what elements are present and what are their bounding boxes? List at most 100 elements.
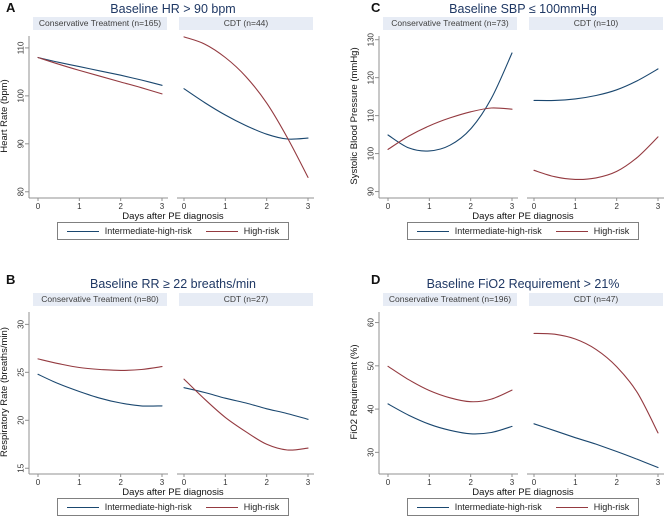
subpanel-header-conservative: Conservative Treatment (n=196) <box>383 293 517 306</box>
panel-letter-c: C <box>371 0 381 15</box>
panel-d: D Baseline FiO2 Requirement > 21% Conser… <box>335 265 669 529</box>
legend: Intermediate-high-risk High-risk <box>56 222 290 240</box>
y-tick-label: 30 <box>367 447 376 456</box>
x-tick-label: 2 <box>614 202 619 211</box>
y-tick-label: 30 <box>17 319 26 328</box>
plot-area: 15 20 25 30 Respiratory Rate (breaths/min) 0 1… <box>0 312 314 498</box>
x-tick-label: 3 <box>510 202 515 211</box>
subpanel-header-conservative: Conservative Treatment (n=80) <box>33 293 167 306</box>
legend-line-swatch-intermediate <box>66 506 99 508</box>
legend-line-swatch-intermediate <box>66 230 99 232</box>
legend-entry: High-risk <box>205 226 279 236</box>
legend-line-swatch-high <box>205 506 238 508</box>
x-tick-label: 0 <box>386 478 391 487</box>
legend-line-swatch-high <box>555 230 588 232</box>
y-tick-label: 130 <box>367 32 376 46</box>
panel-letter-a: A <box>6 0 16 15</box>
x-tick-label: 1 <box>427 478 432 487</box>
x-tick-label: 2 <box>118 478 123 487</box>
y-tick-label: 110 <box>367 109 376 122</box>
y-tick-label: 20 <box>17 415 26 424</box>
subpanel-header-conservative: Conservative Treatment (n=73) <box>383 17 517 30</box>
x-tick-label: 3 <box>160 202 165 211</box>
x-tick-label: 1 <box>573 478 578 487</box>
legend-wrap: Intermediate-high-risk High-risk <box>33 222 313 240</box>
legend-entry: Intermediate-high-risk <box>416 226 542 236</box>
legend-label: Intermediate-high-risk <box>454 502 542 512</box>
series-line-high-risk <box>387 107 513 150</box>
subpanel-headers: Conservative Treatment (n=80) CDT (n=27) <box>33 293 313 306</box>
legend-entry: Intermediate-high-risk <box>66 226 192 236</box>
y-axis-title: FiO2 Requirement (%) <box>349 344 360 439</box>
panel-letter-d: D <box>371 272 381 287</box>
panel-letter-b: B <box>6 272 16 287</box>
y-tick-label: 40 <box>367 404 376 413</box>
x-tick-label: 0 <box>182 202 187 211</box>
x-tick-label: 2 <box>264 478 269 487</box>
x-tick-label: 2 <box>264 202 269 211</box>
series-line-high-risk <box>533 332 659 434</box>
x-tick-label: 2 <box>118 202 123 211</box>
x-tick-label: 1 <box>573 202 578 211</box>
x-tick-label: 3 <box>656 202 661 211</box>
x-tick-label: 1 <box>223 202 228 211</box>
legend-label: Intermediate-high-risk <box>454 226 542 236</box>
panel-a: A Baseline HR > 90 bpm Conservative Trea… <box>0 0 334 264</box>
y-tick-label: 60 <box>367 318 376 327</box>
x-tick-label: 3 <box>510 478 515 487</box>
series-line-high-risk <box>387 365 513 403</box>
legend: Intermediate-high-risk High-risk <box>406 222 640 240</box>
y-tick-label: 25 <box>17 367 26 376</box>
legend: Intermediate-high-risk High-risk <box>406 498 640 516</box>
x-tick-label: 0 <box>532 202 537 211</box>
x-tick-label: 3 <box>306 478 311 487</box>
subpanel-header-cdt: CDT (n=10) <box>529 17 663 30</box>
series-line-intermediate-high-risk <box>183 88 309 140</box>
subpanel-header-cdt: CDT (n=44) <box>179 17 313 30</box>
x-tick-label: 0 <box>532 478 537 487</box>
series-line-intermediate-high-risk <box>183 387 309 420</box>
subpanel-headers: Conservative Treatment (n=165) CDT (n=44… <box>33 17 313 30</box>
y-tick-label: 90 <box>17 139 26 148</box>
x-axis-title: Days after PE diagnosis <box>122 211 224 222</box>
x-tick-label: 3 <box>160 478 165 487</box>
series-line-intermediate-high-risk <box>387 52 513 152</box>
x-axis-title: Days after PE diagnosis <box>472 211 574 222</box>
x-tick-label: 3 <box>656 478 661 487</box>
subpanel-header-conservative: Conservative Treatment (n=165) <box>33 17 167 30</box>
legend-entry: High-risk <box>555 502 630 512</box>
series-line-intermediate-high-risk <box>37 373 163 407</box>
y-tick-label: 90 <box>367 187 376 196</box>
x-axis-title: Days after PE diagnosis <box>122 487 224 498</box>
series-line-intermediate-high-risk <box>387 403 513 435</box>
series-line-high-risk <box>183 378 309 451</box>
legend-label: High-risk <box>593 502 630 512</box>
x-tick-label: 1 <box>223 478 228 487</box>
series-line-high-risk <box>533 136 659 180</box>
y-tick-label: 15 <box>17 463 26 472</box>
panel-title: Baseline HR > 90 bpm <box>110 2 236 16</box>
x-tick-label: 0 <box>36 202 41 211</box>
x-tick-label: 1 <box>77 202 82 211</box>
panel-title: Baseline SBP ≤ 100mmHg <box>449 2 597 16</box>
panel-title: Baseline FiO2 Requirement > 21% <box>426 277 620 291</box>
y-axis-title: Heart Rate (bpm) <box>0 79 10 152</box>
x-axis-title: Days after PE diagnosis <box>472 487 574 498</box>
legend-entry: High-risk <box>555 226 629 236</box>
y-axis-title: Respiratory Rate (breaths/min) <box>0 327 10 457</box>
subpanel-header-cdt: CDT (n=47) <box>529 293 663 306</box>
legend: Intermediate-high-risk High-risk <box>56 498 290 516</box>
x-tick-label: 0 <box>182 478 187 487</box>
x-tick-label: 0 <box>386 202 391 211</box>
legend-wrap: Intermediate-high-risk High-risk <box>33 498 313 516</box>
legend-line-swatch-high <box>555 506 588 508</box>
series-line-intermediate-high-risk <box>533 68 659 102</box>
y-tick-label: 50 <box>367 361 376 370</box>
panel-c: C Baseline SBP ≤ 100mmHg Conservative Tr… <box>335 0 669 264</box>
series-line-intermediate-high-risk <box>37 56 163 86</box>
legend-line-swatch-intermediate <box>416 506 449 508</box>
